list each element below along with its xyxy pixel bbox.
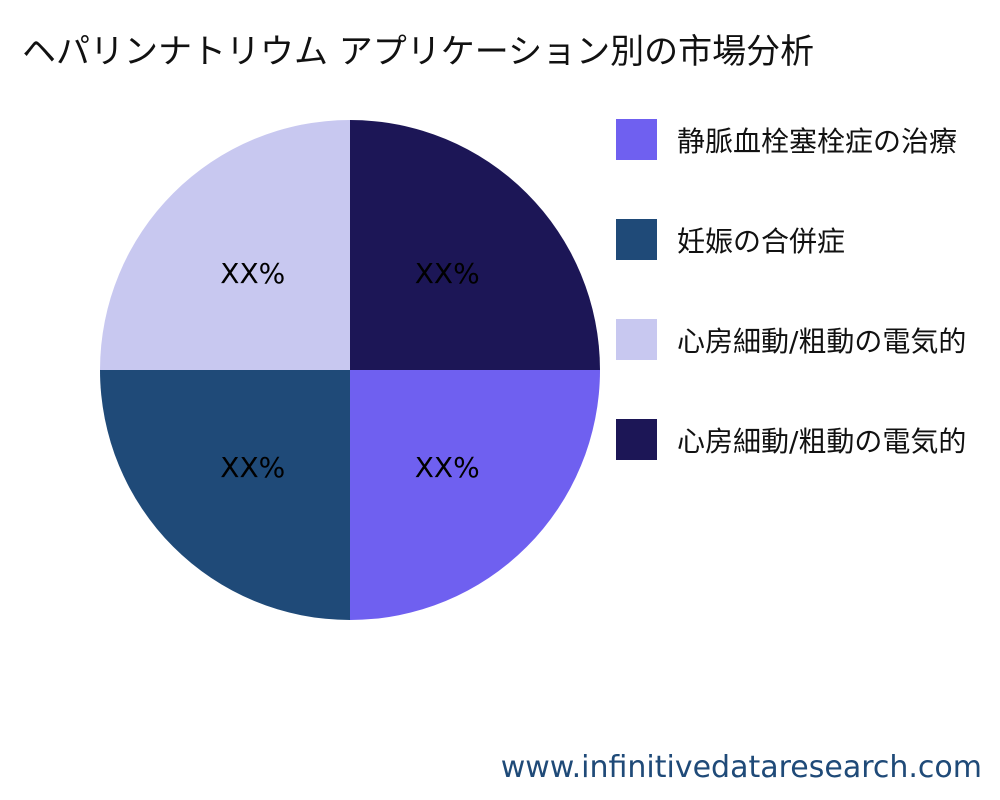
pie-slice (100, 370, 350, 620)
legend-swatch (616, 119, 657, 160)
slice-label: XX% (415, 451, 480, 484)
legend-item: 心房細動/粗動の電気的 (616, 319, 966, 360)
legend-label: 心房細動/粗動の電気的 (677, 424, 967, 458)
legend-swatch (616, 319, 657, 360)
slice-label: XX% (220, 257, 285, 290)
pie-slice (350, 370, 600, 620)
slice-label: XX% (415, 257, 480, 290)
chart-title: ヘパリンナトリウム アプリケーション別の市場分析 (22, 32, 815, 72)
legend-item: 心房細動/粗動の電気的 (616, 419, 966, 460)
legend-label: 妊娠の合併症 (677, 224, 846, 258)
legend-item: 静脈血栓塞栓症の治療 (616, 119, 957, 160)
legend-swatch (616, 219, 657, 260)
slice-label: XX% (220, 451, 285, 484)
legend-label: 静脈血栓塞栓症の治療 (677, 124, 958, 158)
pie-slice (100, 120, 350, 370)
legend-label: 心房細動/粗動の電気的 (677, 324, 967, 358)
legend-swatch (616, 419, 657, 460)
watermark: www.infinitivedataresearch.com (500, 750, 982, 785)
pie-slice (350, 120, 600, 370)
legend-item: 妊娠の合併症 (616, 219, 845, 260)
